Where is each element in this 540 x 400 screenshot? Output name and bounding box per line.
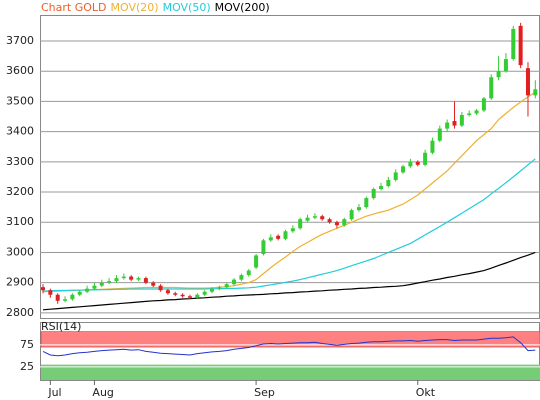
candle-body (349, 210, 354, 220)
candle-body (489, 77, 494, 99)
candle-body (467, 113, 472, 115)
candle-body (408, 161, 413, 167)
candle-body (165, 290, 170, 294)
candle-body (452, 121, 457, 126)
candle-body (371, 189, 376, 199)
candle-body (195, 294, 200, 298)
candle-body (356, 207, 361, 211)
candle-body (187, 296, 192, 298)
candle-body (518, 25, 523, 66)
candle-body (254, 255, 259, 268)
overbought-band (40, 331, 540, 348)
ma-line (42, 91, 536, 293)
candle-body (107, 281, 112, 283)
candle-body (246, 270, 251, 276)
rsi-tick-label: 75 (20, 338, 34, 351)
candle-body (437, 128, 442, 141)
y-tick-label: 3700 (6, 34, 34, 47)
candle-body (99, 282, 104, 286)
x-tick-label: Aug (92, 386, 113, 399)
candle-body (511, 28, 516, 60)
candle-body (290, 228, 295, 232)
x-tick-label: Okt (416, 386, 436, 399)
candle-body (445, 122, 450, 129)
candle-body (415, 161, 420, 165)
y-tick-label: 2900 (6, 276, 34, 289)
candle-body (503, 59, 508, 72)
candle-body (210, 288, 215, 292)
candle-body (533, 89, 538, 96)
y-tick-label: 3600 (6, 64, 34, 77)
candle-body (305, 217, 310, 221)
candle-body (342, 219, 347, 226)
y-tick-label: 3500 (6, 94, 34, 107)
candle-body (268, 237, 273, 241)
legend-entry: MOV(50) (163, 1, 211, 14)
candle-body (525, 68, 530, 96)
candle-body (136, 278, 141, 280)
candle-body (173, 293, 178, 295)
candle-body (364, 198, 369, 208)
candle-body (276, 235, 281, 239)
legend-entry: MOV(200) (215, 1, 270, 14)
rsi-line (42, 336, 536, 357)
candle-body (129, 276, 134, 280)
candle-body (459, 114, 464, 126)
candle-body (114, 278, 119, 282)
candle-body (63, 299, 68, 301)
y-tick-label: 2800 (6, 306, 34, 319)
y-tick-label: 3300 (6, 155, 34, 168)
candle-body (121, 276, 126, 279)
candle-body (151, 282, 156, 286)
candle-body (393, 172, 398, 180)
x-tick-label: Sep (254, 386, 275, 399)
rsi-label: RSI(14) (41, 320, 81, 333)
candle-body (158, 285, 163, 291)
candle-body (85, 288, 90, 292)
candle-body (320, 216, 325, 220)
candle-body (41, 287, 45, 291)
candle-body (92, 285, 97, 289)
candle-body (224, 284, 229, 288)
y-tick-label: 3100 (6, 215, 34, 228)
chart-title: Chart GOLD (41, 1, 107, 14)
candle-body (312, 216, 317, 218)
oversold-band (41, 364, 540, 380)
candle-body (70, 294, 75, 300)
x-tick-label: Jul (47, 386, 61, 399)
candle-body (386, 179, 391, 186)
candle-body (401, 166, 406, 173)
candle-body (298, 219, 303, 229)
candle-body (55, 294, 60, 301)
candle-body (423, 152, 428, 165)
ma-line (42, 158, 536, 292)
candle-body (77, 291, 82, 295)
y-tick-label: 3400 (6, 125, 34, 138)
candle-body (202, 291, 207, 295)
candle-body (430, 140, 435, 153)
candle-body (180, 294, 185, 297)
candle-body (334, 222, 339, 226)
ma-line (42, 251, 536, 311)
candle-body (496, 71, 501, 78)
candle-body (239, 275, 244, 280)
candle-body (379, 185, 384, 190)
candle-body (327, 219, 332, 223)
candle-body (261, 240, 266, 254)
candle-body (217, 287, 222, 289)
candle-body (481, 98, 486, 111)
legend-entry: MOV(20) (111, 1, 159, 14)
candle-body (143, 278, 148, 283)
main-panel (40, 15, 540, 319)
y-tick-label: 3200 (6, 185, 34, 198)
rsi-tick-label: 25 (20, 360, 34, 373)
candle-body (232, 279, 237, 285)
candle-body (48, 290, 53, 295)
y-tick-label: 3000 (6, 245, 34, 258)
candle-body (474, 110, 479, 114)
candle-body (283, 231, 288, 239)
